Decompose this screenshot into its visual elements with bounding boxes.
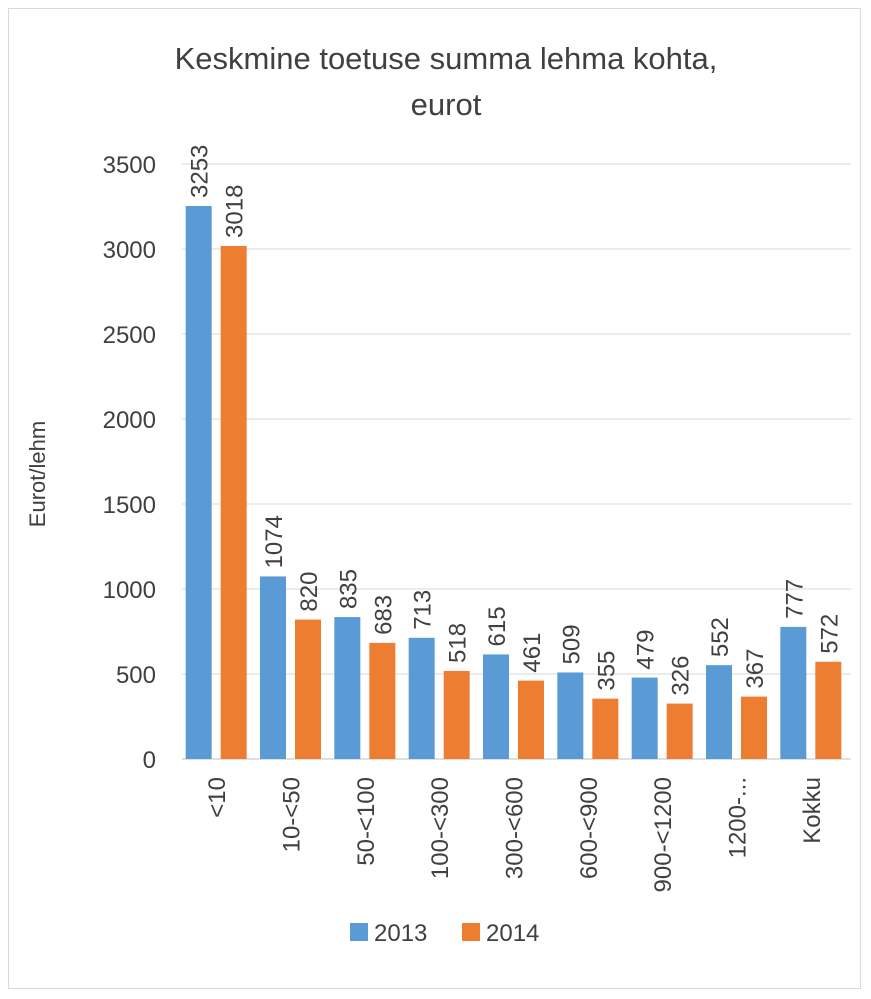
bar-2014-6 xyxy=(666,703,693,759)
bar-2013-2 xyxy=(334,617,361,759)
data-label-2014-6: 326 xyxy=(668,656,695,696)
legend-label-2014: 2014 xyxy=(486,920,539,947)
data-label-2013-5: 509 xyxy=(558,624,585,664)
x-category-label: 50-<100 xyxy=(353,777,380,866)
y-axis-label: Eurot/lehm xyxy=(25,421,50,527)
data-label-2013-1: 1074 xyxy=(261,515,288,568)
y-tick-label: 0 xyxy=(143,747,156,774)
bar-2013-3 xyxy=(408,637,435,759)
y-tick-label: 3500 xyxy=(103,152,156,179)
y-axis-ticks: 0 500 1000 1500 2000 2500 3000 3500 xyxy=(103,152,156,774)
chart-title: Keskmine toetuse summa lehma kohta, eurot xyxy=(175,41,718,122)
bar-2013-7 xyxy=(706,665,732,759)
chart-frame: Keskmine toetuse summa lehma kohta, eurot… xyxy=(8,8,861,989)
x-category-label: 10-<50 xyxy=(279,777,306,852)
bar-2013-0 xyxy=(185,205,212,760)
legend-swatch-2014 xyxy=(462,923,480,941)
bar-2013-4 xyxy=(483,654,509,759)
x-category-label: 900-<1200 xyxy=(650,777,677,892)
bars xyxy=(185,205,842,760)
bar-2014-2 xyxy=(369,642,396,759)
bar-2013-8 xyxy=(780,626,807,759)
data-label-2013-3: 713 xyxy=(410,590,437,630)
data-label-2014-7: 367 xyxy=(742,649,769,689)
bar-2014-0 xyxy=(220,245,247,759)
data-label-2014-5: 355 xyxy=(593,651,620,691)
data-label-2014-1: 820 xyxy=(296,572,323,612)
bar-2013-5 xyxy=(557,672,584,759)
bar-2014-8 xyxy=(815,661,842,759)
bar-2013-1 xyxy=(260,576,286,759)
gridlines xyxy=(182,163,851,760)
data-label-2014-3: 518 xyxy=(445,623,472,663)
legend: 2013 2014 xyxy=(350,920,539,947)
y-tick-label: 500 xyxy=(116,662,156,689)
data-label-2014-0: 3018 xyxy=(222,185,249,238)
bar-2014-7 xyxy=(741,696,767,759)
bar-2014-1 xyxy=(295,619,321,759)
x-category-label: 300-<600 xyxy=(502,777,529,879)
data-labels: 3253 3018 1074 820 835 683 713 518 615 461 509 355 4… xyxy=(187,145,844,696)
x-category-label: <10 xyxy=(204,777,231,818)
x-category-label: 100-<300 xyxy=(427,777,454,879)
data-label-2013-6: 479 xyxy=(633,630,660,670)
bar-2014-3 xyxy=(443,670,470,759)
bar-2014-4 xyxy=(518,680,544,759)
legend-swatch-2013 xyxy=(350,923,368,941)
legend-label-2013: 2013 xyxy=(374,920,427,947)
chart-title-line: eurot xyxy=(411,87,482,122)
y-tick-label: 2000 xyxy=(103,407,156,434)
y-tick-label: 3000 xyxy=(103,237,156,264)
data-label-2014-8: 572 xyxy=(816,614,843,654)
x-category-label: Kokku xyxy=(799,777,826,844)
bar-chart: Keskmine toetuse summa lehma kohta, eurot… xyxy=(25,41,851,947)
data-label-2014-2: 683 xyxy=(370,595,397,635)
data-label-2013-7: 552 xyxy=(707,617,734,657)
y-tick-label: 1500 xyxy=(103,492,156,519)
x-category-label: 1200-... xyxy=(725,777,752,858)
x-category-label: 600-<900 xyxy=(576,777,603,879)
bar-2014-5 xyxy=(592,698,619,759)
y-tick-label: 2500 xyxy=(103,322,156,349)
data-label-2013-0: 3253 xyxy=(187,145,214,198)
data-label-2013-2: 835 xyxy=(335,569,362,609)
data-label-2014-4: 461 xyxy=(519,633,546,673)
data-label-2013-4: 615 xyxy=(484,606,511,646)
x-axis-categories: <10 10-<50 50-<100 100-<300 300-<600 600-<900… xyxy=(204,777,826,892)
y-tick-label: 1000 xyxy=(103,577,156,604)
bar-2013-6 xyxy=(631,677,658,759)
data-label-2013-8: 777 xyxy=(781,579,808,619)
chart-title-line: Keskmine toetuse summa lehma kohta, xyxy=(175,41,718,76)
